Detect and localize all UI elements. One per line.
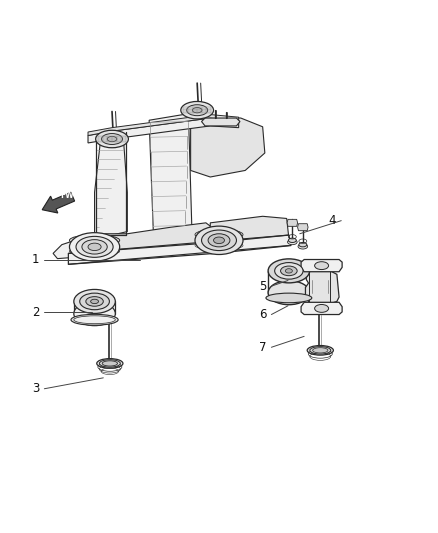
Ellipse shape [208, 234, 230, 247]
Ellipse shape [107, 136, 117, 142]
Ellipse shape [71, 314, 118, 325]
Polygon shape [149, 114, 192, 237]
Polygon shape [79, 223, 215, 259]
Polygon shape [88, 118, 239, 143]
Ellipse shape [201, 230, 237, 251]
Ellipse shape [74, 316, 115, 324]
Ellipse shape [298, 244, 307, 249]
Ellipse shape [299, 243, 307, 247]
Ellipse shape [74, 289, 115, 313]
Ellipse shape [187, 105, 208, 116]
Ellipse shape [266, 293, 312, 303]
Ellipse shape [181, 101, 214, 119]
Ellipse shape [288, 239, 297, 245]
Polygon shape [191, 116, 265, 177]
FancyArrow shape [42, 192, 74, 213]
Ellipse shape [288, 238, 296, 243]
Ellipse shape [91, 299, 99, 304]
Ellipse shape [95, 130, 128, 148]
Polygon shape [297, 224, 308, 231]
Text: 5: 5 [259, 280, 266, 293]
Ellipse shape [268, 259, 310, 283]
Ellipse shape [281, 266, 297, 276]
Ellipse shape [76, 236, 113, 257]
Polygon shape [301, 302, 342, 314]
Polygon shape [88, 115, 239, 135]
Polygon shape [95, 132, 127, 235]
Ellipse shape [314, 262, 328, 270]
Polygon shape [287, 220, 297, 227]
Polygon shape [53, 234, 95, 259]
Ellipse shape [313, 348, 328, 353]
Ellipse shape [99, 360, 120, 367]
Ellipse shape [275, 263, 303, 279]
Ellipse shape [74, 302, 115, 326]
Ellipse shape [307, 345, 333, 355]
Ellipse shape [314, 304, 328, 312]
Ellipse shape [102, 361, 117, 366]
Text: 2: 2 [32, 306, 39, 319]
Ellipse shape [310, 346, 331, 354]
Text: 4: 4 [329, 214, 336, 227]
Polygon shape [68, 235, 291, 264]
Ellipse shape [70, 235, 120, 246]
Text: FWD: FWD [60, 191, 81, 200]
Ellipse shape [97, 359, 123, 368]
Ellipse shape [195, 226, 243, 254]
Polygon shape [301, 260, 342, 272]
Ellipse shape [88, 243, 101, 251]
Ellipse shape [70, 233, 120, 261]
Ellipse shape [80, 293, 110, 310]
Ellipse shape [82, 240, 107, 254]
Polygon shape [210, 216, 289, 247]
Polygon shape [305, 271, 339, 304]
Ellipse shape [192, 108, 202, 113]
Text: 6: 6 [259, 308, 266, 321]
Ellipse shape [268, 281, 310, 305]
Ellipse shape [102, 134, 123, 144]
Ellipse shape [214, 237, 224, 244]
Ellipse shape [86, 297, 103, 306]
Text: 3: 3 [32, 382, 39, 395]
Polygon shape [308, 271, 330, 302]
Ellipse shape [195, 241, 243, 250]
Text: 1: 1 [32, 254, 39, 266]
Text: 7: 7 [259, 341, 266, 354]
Ellipse shape [286, 269, 292, 273]
Polygon shape [201, 118, 240, 126]
Ellipse shape [70, 247, 120, 256]
Ellipse shape [195, 229, 243, 240]
